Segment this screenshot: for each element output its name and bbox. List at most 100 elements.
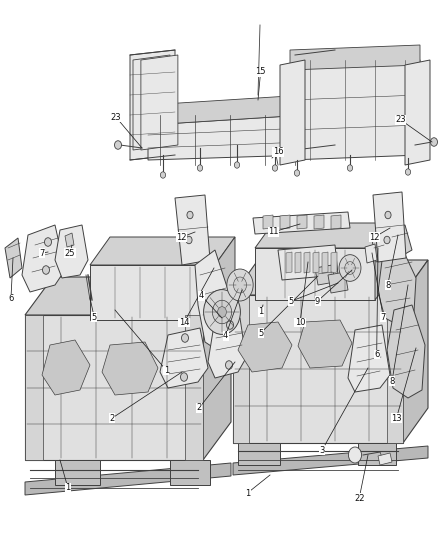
Circle shape (160, 172, 166, 178)
Text: 1: 1 (164, 366, 169, 375)
Circle shape (234, 162, 240, 168)
Polygon shape (378, 453, 392, 465)
Polygon shape (25, 277, 231, 315)
Polygon shape (65, 233, 74, 247)
Circle shape (212, 300, 232, 324)
Circle shape (42, 266, 49, 274)
Polygon shape (375, 223, 393, 300)
Circle shape (349, 447, 362, 463)
Text: 15: 15 (255, 68, 266, 76)
Circle shape (339, 255, 361, 281)
Polygon shape (22, 225, 65, 292)
Text: 16: 16 (273, 148, 283, 156)
Polygon shape (295, 50, 335, 155)
Text: 2: 2 (197, 403, 202, 412)
Circle shape (384, 236, 390, 244)
Polygon shape (405, 60, 430, 165)
Polygon shape (160, 328, 208, 388)
Polygon shape (255, 248, 375, 300)
Polygon shape (185, 315, 203, 460)
Polygon shape (348, 325, 390, 392)
Polygon shape (331, 215, 341, 229)
Circle shape (272, 165, 278, 171)
Text: 1: 1 (245, 489, 250, 497)
Text: 12: 12 (177, 233, 187, 241)
Polygon shape (298, 320, 352, 368)
Text: 8: 8 (385, 281, 390, 289)
Circle shape (406, 169, 411, 175)
Polygon shape (331, 252, 337, 273)
Polygon shape (315, 265, 335, 285)
Polygon shape (208, 318, 246, 378)
Polygon shape (297, 215, 307, 229)
Polygon shape (148, 95, 305, 125)
Polygon shape (5, 238, 22, 278)
Polygon shape (290, 60, 420, 160)
Text: 4: 4 (199, 292, 204, 300)
Polygon shape (133, 55, 170, 150)
Polygon shape (328, 272, 348, 293)
Polygon shape (25, 315, 203, 460)
Polygon shape (238, 443, 280, 465)
Text: 10: 10 (295, 318, 305, 327)
Polygon shape (233, 295, 403, 443)
Polygon shape (403, 260, 428, 443)
Text: 6: 6 (8, 294, 14, 303)
Circle shape (186, 236, 192, 244)
Circle shape (187, 211, 193, 219)
Text: 23: 23 (111, 113, 121, 122)
Circle shape (233, 277, 247, 293)
Polygon shape (290, 45, 420, 70)
Polygon shape (372, 236, 387, 262)
Polygon shape (141, 55, 178, 150)
Text: 5: 5 (92, 313, 97, 321)
Text: 7: 7 (39, 249, 44, 257)
Polygon shape (358, 443, 396, 465)
Polygon shape (195, 250, 230, 352)
Polygon shape (42, 340, 90, 395)
Polygon shape (203, 277, 231, 460)
Circle shape (226, 361, 233, 369)
Polygon shape (384, 225, 412, 258)
Text: 12: 12 (369, 233, 380, 241)
Polygon shape (378, 248, 416, 326)
Text: 23: 23 (396, 116, 406, 124)
Circle shape (226, 321, 233, 329)
Text: 14: 14 (179, 318, 189, 327)
Text: 11: 11 (268, 228, 279, 236)
Text: 1: 1 (258, 308, 263, 316)
Text: 8: 8 (389, 377, 395, 385)
Polygon shape (175, 195, 210, 265)
Polygon shape (25, 315, 43, 460)
Circle shape (345, 262, 355, 274)
Text: 22: 22 (354, 494, 364, 503)
Circle shape (180, 373, 187, 381)
Text: 5: 5 (258, 329, 263, 337)
Circle shape (294, 170, 300, 176)
Polygon shape (238, 322, 292, 372)
Polygon shape (233, 446, 428, 475)
Circle shape (218, 306, 226, 317)
Text: 1: 1 (65, 483, 71, 492)
Polygon shape (25, 463, 231, 495)
Polygon shape (280, 60, 305, 165)
Polygon shape (280, 215, 290, 229)
Circle shape (347, 165, 353, 171)
Polygon shape (322, 252, 328, 273)
Polygon shape (102, 342, 158, 395)
Polygon shape (365, 244, 377, 263)
Polygon shape (295, 252, 301, 273)
Circle shape (45, 238, 52, 246)
Polygon shape (387, 295, 403, 443)
Circle shape (227, 269, 253, 301)
Circle shape (114, 141, 121, 149)
Polygon shape (373, 192, 406, 262)
Text: 2: 2 (109, 414, 114, 423)
Polygon shape (170, 460, 210, 485)
Polygon shape (255, 223, 393, 248)
Polygon shape (278, 245, 338, 280)
Polygon shape (148, 115, 305, 160)
Text: 25: 25 (65, 249, 75, 257)
Circle shape (431, 138, 438, 146)
Polygon shape (233, 295, 249, 443)
